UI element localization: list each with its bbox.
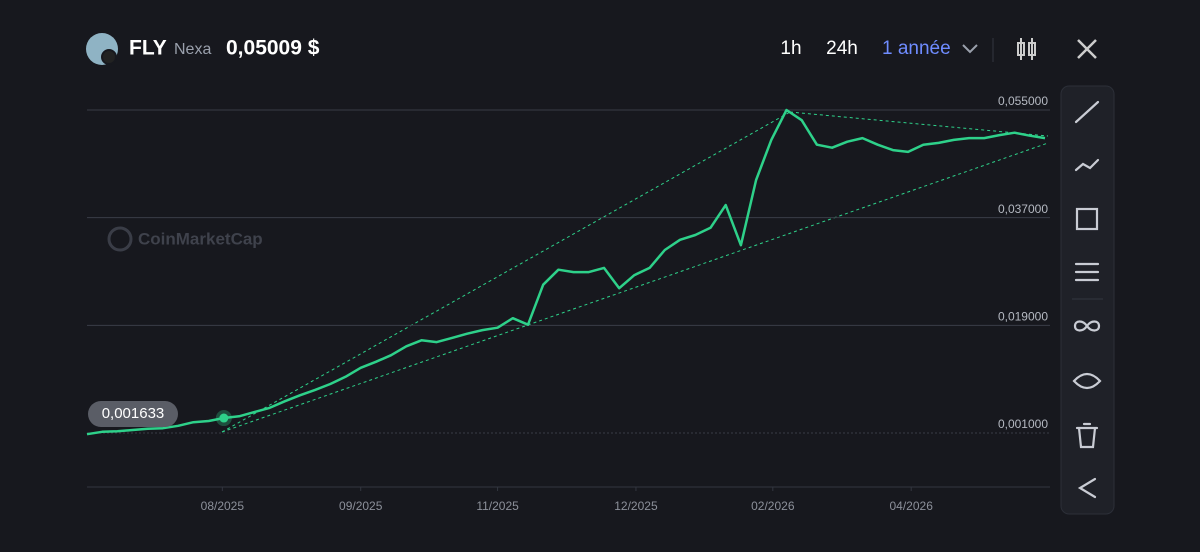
range-button[interactable]: 1h (780, 38, 801, 59)
x-tick-label: 09/2025 (339, 499, 383, 513)
fib-tool[interactable] (1074, 262, 1100, 282)
x-tick-label: 02/2026 (751, 499, 795, 513)
annotation-box (88, 401, 178, 427)
y-tick-label: 0,037000 (998, 202, 1048, 216)
infinite-tool[interactable] (1073, 320, 1101, 332)
toolbar (1060, 85, 1115, 515)
close-icon[interactable] (1077, 39, 1097, 59)
y-tick-label: 0,055000 (998, 94, 1048, 108)
candle-icon[interactable] (1017, 38, 1036, 60)
range-button[interactable]: 1 année (882, 38, 951, 59)
x-tick-label: 04/2026 (889, 499, 933, 513)
symbol: FLY (129, 37, 167, 60)
watermark: CoinMarketCap (138, 229, 263, 248)
x-tick-label: 08/2025 (201, 499, 245, 513)
x-tick-label: 12/2025 (614, 499, 658, 513)
y-tick-label: 0,001000 (998, 417, 1048, 431)
line-tool[interactable] (1074, 100, 1100, 124)
network: Nexa (174, 41, 211, 58)
chain-icon (101, 49, 117, 65)
eye-tool[interactable] (1072, 372, 1102, 390)
y-tick-label: 0,019000 (998, 310, 1048, 324)
price: 0,05009 $ (226, 37, 320, 60)
share-tool[interactable] (1077, 477, 1097, 499)
polyline-tool[interactable] (1074, 158, 1100, 172)
x-tick-label: 11/2025 (476, 499, 519, 513)
annotation: 0,001633 (102, 405, 165, 422)
trash-tool[interactable] (1075, 422, 1099, 449)
watermark-logo (107, 226, 133, 252)
range-button[interactable]: 24h (826, 38, 858, 59)
dropdown-icon[interactable] (962, 44, 978, 54)
rect-tool[interactable] (1075, 207, 1099, 231)
price-line (86, 108, 1046, 436)
trendlines (221, 111, 1049, 433)
marker (219, 413, 229, 423)
